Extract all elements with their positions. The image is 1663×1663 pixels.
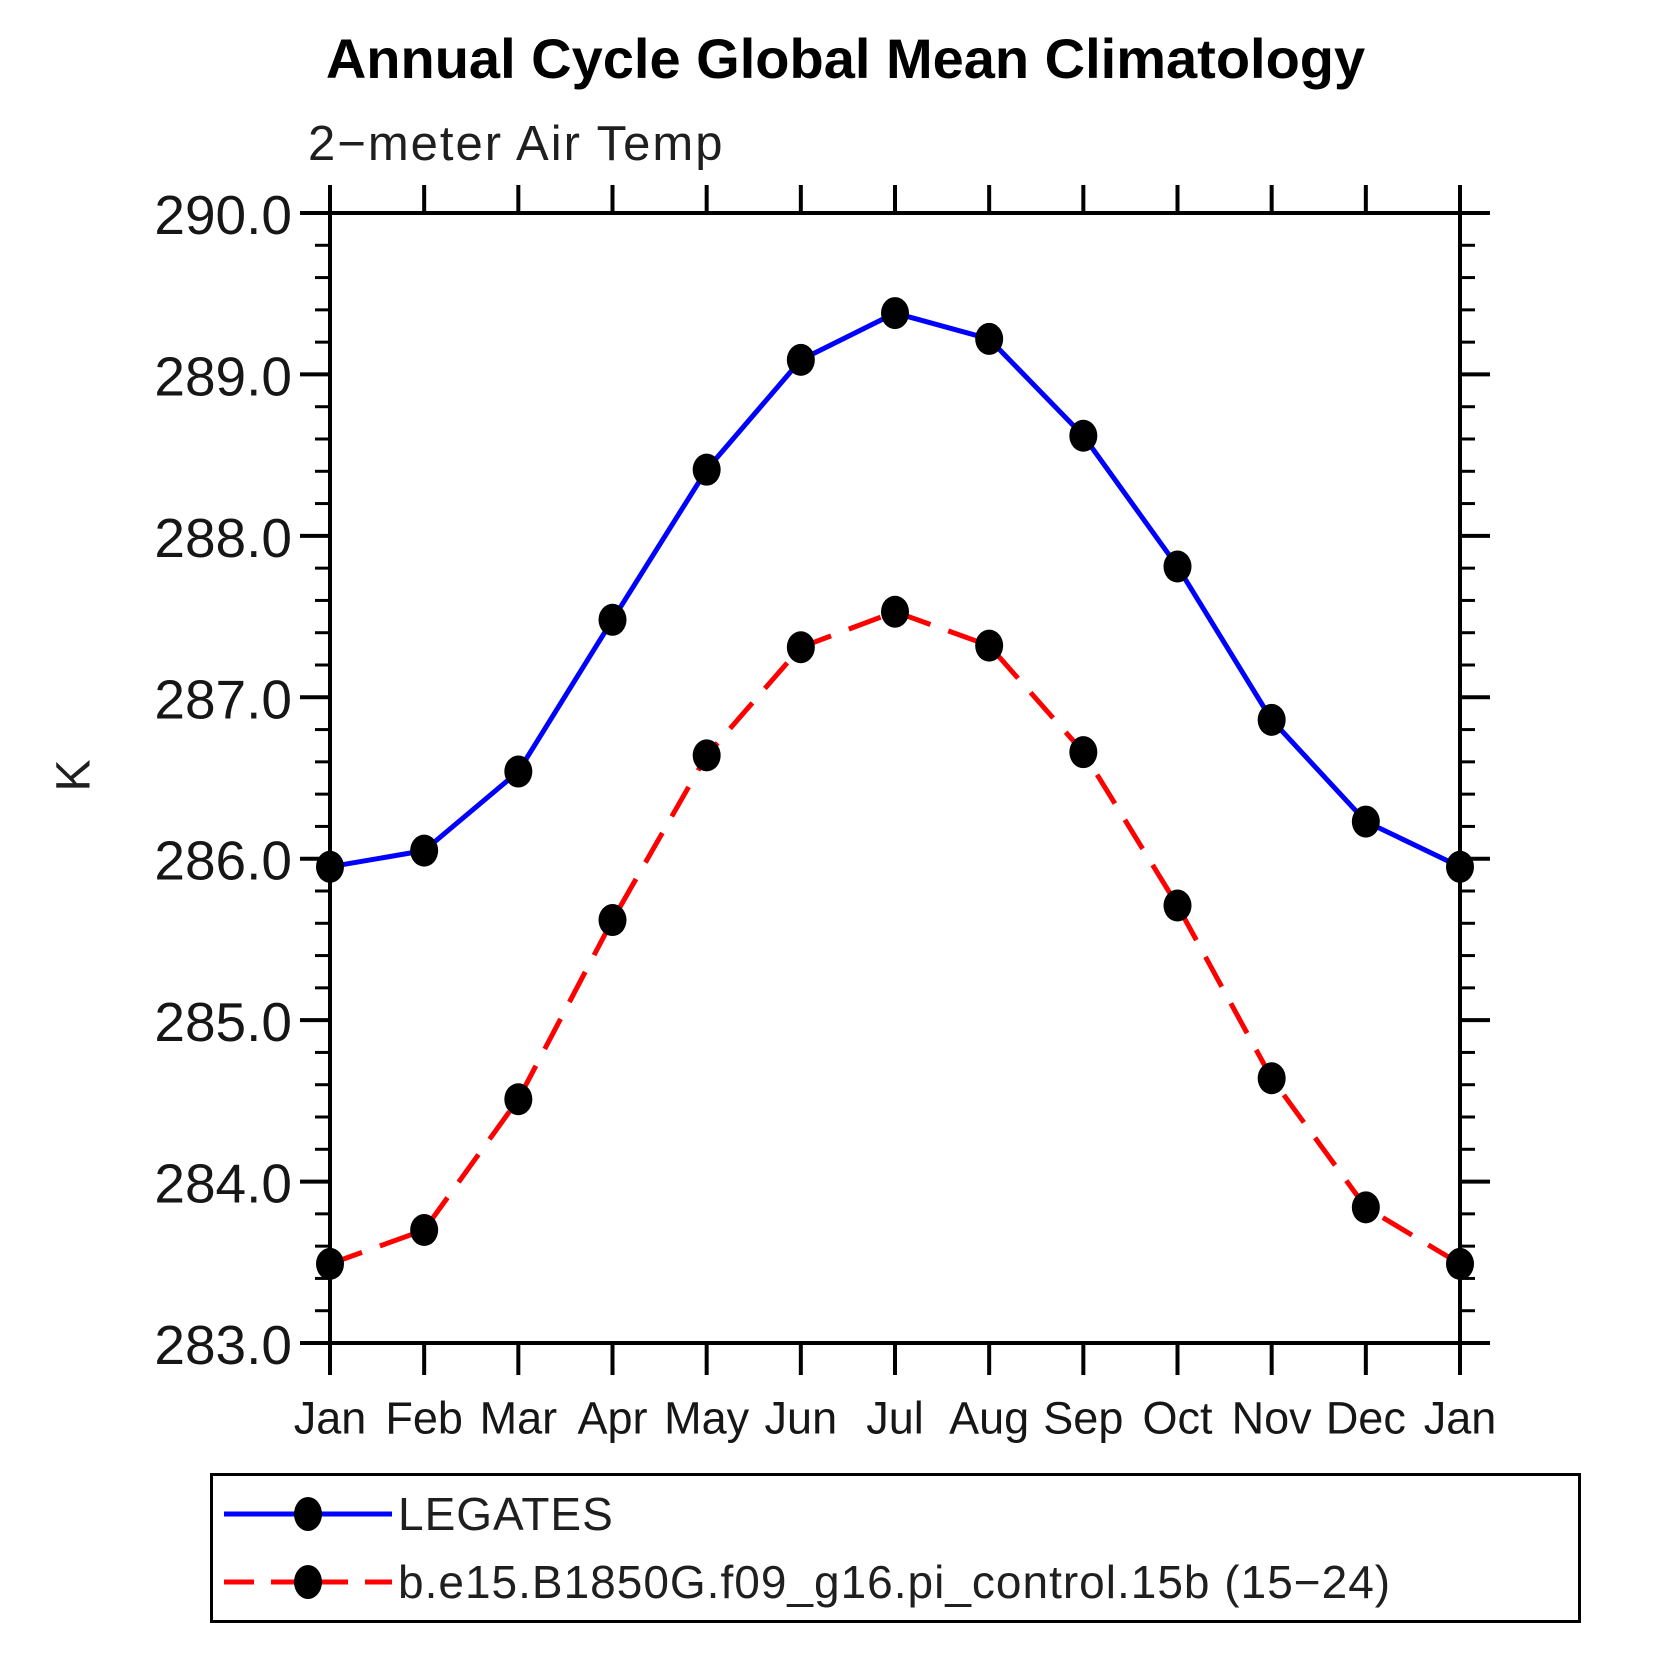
legend-item-legates: LEGATES — [220, 1485, 1578, 1543]
legend-item-model: b.e15.B1850G.f09_g16.pi_control.15b (15−… — [220, 1553, 1578, 1611]
x-tick-label: May — [664, 1393, 750, 1444]
data-point-marker — [881, 595, 909, 628]
data-point-marker — [410, 1214, 439, 1246]
data-point-marker — [975, 629, 1004, 662]
legend-swatch-solid-line — [224, 1497, 392, 1531]
legend-marker-dot — [294, 1565, 322, 1599]
data-point-marker — [1163, 889, 1192, 922]
x-tick-label: Jan — [294, 1393, 367, 1444]
data-point-marker — [786, 343, 815, 376]
data-point-marker — [1069, 419, 1098, 452]
data-point-marker — [598, 904, 627, 937]
data-point-marker — [881, 297, 909, 330]
data-point-marker — [1069, 736, 1098, 769]
data-point-marker — [975, 322, 1004, 355]
data-point-marker — [504, 755, 533, 788]
chart-title: Annual Cycle Global Mean Climatology — [325, 27, 1366, 90]
y-tick-label: 285.0 — [154, 991, 292, 1053]
y-tick-label: 286.0 — [154, 830, 292, 892]
data-point-marker — [692, 453, 721, 486]
x-tick-label: Apr — [577, 1393, 647, 1444]
series-legates-markers — [316, 297, 1474, 883]
legend-label-legates: LEGATES — [398, 1488, 614, 1540]
data-point-marker — [1163, 550, 1192, 583]
legend-label-model: b.e15.B1850G.f09_g16.pi_control.15b (15−… — [398, 1556, 1392, 1608]
data-point-marker — [1446, 1247, 1474, 1280]
y-tick-label: 290.0 — [154, 184, 292, 246]
x-tick-label: Oct — [1142, 1393, 1213, 1444]
y-axis-ticks — [300, 211, 1490, 1345]
data-point-marker — [1257, 703, 1286, 736]
x-tick-label: Sep — [1043, 1393, 1123, 1444]
x-tick-label: Dec — [1326, 1393, 1406, 1444]
data-point-marker — [598, 603, 627, 636]
y-tick-label: 289.0 — [154, 345, 292, 407]
y-tick-label: 288.0 — [154, 507, 292, 569]
data-point-marker — [1351, 1191, 1380, 1224]
x-tick-label: Aug — [949, 1393, 1029, 1444]
data-point-marker — [410, 834, 439, 867]
series-model-markers — [316, 595, 1474, 1280]
x-tick-label: Jan — [1424, 1393, 1497, 1444]
y-tick-label: 287.0 — [154, 668, 292, 730]
data-point-marker — [1351, 805, 1380, 838]
legend-marker-dot — [294, 1497, 322, 1531]
data-point-marker — [504, 1083, 533, 1116]
y-tick-labels: 290.0 289.0 288.0 287.0 286.0 285.0 284.0 283.0 — [154, 184, 292, 1376]
data-point-marker — [692, 739, 721, 772]
x-tick-labels: Jan Feb Mar Apr May Jun Jul Aug Sep Oct Nov Dec Jan — [294, 1393, 1497, 1444]
x-tick-label: Mar — [480, 1393, 558, 1444]
data-point-marker — [316, 850, 344, 883]
series-model-line — [329, 609, 1462, 1267]
data-point-marker — [1257, 1062, 1286, 1095]
data-point-marker — [786, 631, 815, 664]
x-tick-label: Feb — [385, 1393, 463, 1444]
y-tick-label: 284.0 — [154, 1153, 292, 1215]
plot-frame — [328, 211, 1462, 1345]
data-point-marker — [1446, 850, 1474, 883]
series-legates-line — [329, 310, 1462, 870]
y-tick-label: 283.0 — [154, 1314, 292, 1376]
legend-box: LEGATES b.e15.B1850G.f09_g16.pi_control.… — [210, 1473, 1581, 1623]
legend-swatch-dashed-line — [224, 1565, 392, 1599]
x-tick-label: Jul — [866, 1393, 924, 1444]
data-point-marker — [316, 1247, 344, 1280]
x-tick-label: Jun — [765, 1393, 838, 1444]
chart-subtitle: 2−meter Air Temp — [308, 117, 725, 171]
x-tick-label: Nov — [1232, 1393, 1313, 1444]
x-axis-ticks — [328, 185, 1462, 1375]
